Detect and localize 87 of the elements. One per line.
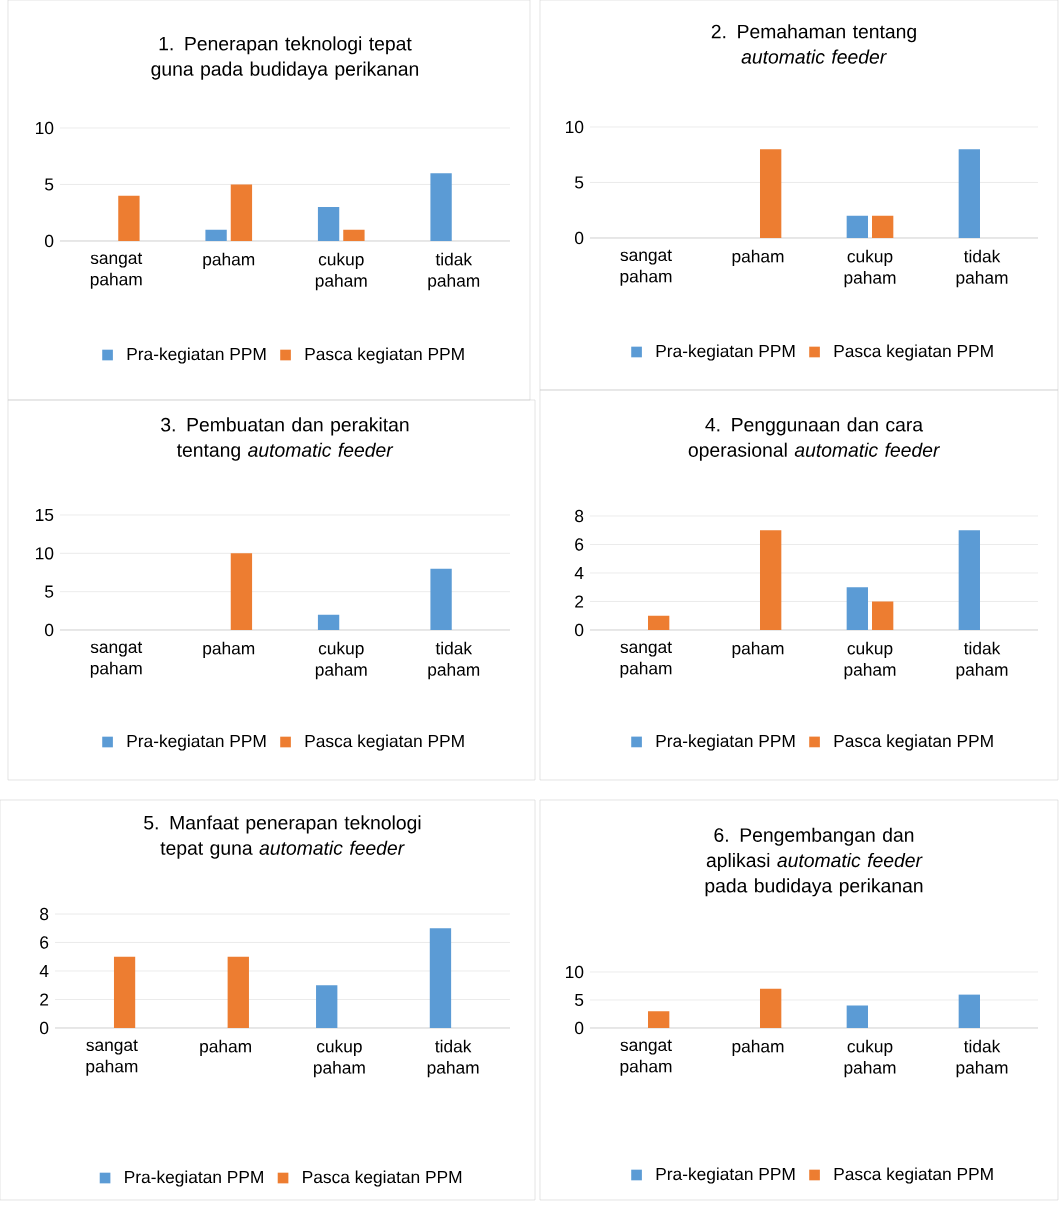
- x-tick-label: paham: [203, 641, 255, 658]
- y-tick-label: 5: [575, 176, 584, 189]
- y-tick-label: 0: [574, 623, 584, 637]
- y-tick-label: 8: [40, 907, 49, 921]
- y-tick-label: 10: [565, 120, 584, 134]
- x-tick-label: paham: [732, 1039, 784, 1056]
- bar: [230, 553, 253, 630]
- chart-title: 1. Penerapan teknologi tepat guna pada budidaya perikanan: [151, 36, 419, 80]
- bar: [230, 184, 253, 241]
- x-tick-label: sangat paham: [620, 641, 672, 678]
- y-tick-label: 0: [39, 1021, 49, 1035]
- x-tick-label: tidak paham: [428, 252, 480, 291]
- x-tick-label: sangat paham: [620, 1039, 672, 1076]
- chart-title: 5. Manfaat penerapan teknologi tepat guna automatic feeder: [144, 815, 421, 859]
- y-tick-label: 4: [574, 567, 584, 579]
- y-tick-label: 2: [40, 993, 49, 1006]
- bar: [846, 587, 868, 630]
- x-tick-label: sangat paham: [90, 641, 143, 678]
- bar: [429, 928, 452, 1028]
- y-tick-label: 0: [574, 231, 584, 245]
- bar: [872, 601, 894, 630]
- x-tick-label: cukup paham: [315, 641, 367, 680]
- legend-label: Pra-kegiatan PPM: [125, 1170, 263, 1187]
- x-tick-label: cukup paham: [844, 1039, 896, 1078]
- y-tick-label: 8: [575, 509, 584, 523]
- y-tick-label: 10: [35, 547, 54, 560]
- bar: [118, 195, 140, 241]
- x-tick-label: cukup paham: [844, 641, 896, 680]
- bar: [113, 956, 136, 1028]
- bar: [317, 614, 340, 630]
- legend-label: Pasca kegiatan PPM: [834, 344, 993, 361]
- bar: [760, 530, 782, 630]
- x-tick-label: tidak paham: [428, 641, 480, 680]
- x-tick-label: cukup paham: [844, 249, 896, 288]
- x-tick-label: paham: [732, 641, 784, 658]
- legend-label: Pra-kegiatan PPM: [127, 734, 266, 751]
- legend-label: Pra-kegiatan PPM: [127, 347, 266, 364]
- y-tick-label: 5: [575, 993, 584, 1007]
- y-tick-label: 0: [574, 1021, 584, 1035]
- x-tick-label: tidak paham: [427, 1039, 479, 1078]
- bar: [316, 985, 338, 1028]
- y-tick-label: 2: [575, 595, 584, 608]
- legend-label: Pasca kegiatan PPM: [305, 347, 464, 364]
- x-tick-label: cukup paham: [315, 252, 367, 291]
- bar: [648, 1011, 670, 1028]
- y-tick-label: 6: [40, 936, 49, 949]
- bar: [958, 530, 980, 630]
- legend-label: Pasca kegiatan PPM: [834, 734, 993, 751]
- chart-title: 2. Pemahaman tentang automatic feeder: [711, 24, 916, 64]
- bar: [760, 988, 782, 1028]
- legend-label: Pra-kegiatan PPM: [656, 344, 795, 361]
- legend-label: Pasca kegiatan PPM: [834, 1167, 993, 1184]
- x-tick-label: sangat paham: [620, 249, 672, 286]
- legend-label: Pasca kegiatan PPM: [303, 1170, 462, 1187]
- x-tick-label: cukup paham: [313, 1039, 365, 1078]
- chart-title: 3. Pembuatan dan perakitan tentang automatic feeder: [161, 417, 409, 461]
- y-tick-label: 5: [45, 178, 54, 191]
- x-tick-label: tidak paham: [956, 641, 1008, 680]
- legend-label: Pasca kegiatan PPM: [305, 734, 464, 751]
- bar: [430, 568, 452, 630]
- bar: [343, 229, 365, 241]
- y-tick-label: 0: [44, 234, 54, 248]
- bar: [205, 229, 227, 241]
- bar: [958, 994, 980, 1028]
- y-tick-label: 10: [565, 965, 584, 979]
- x-tick-label: sangat paham: [90, 252, 143, 289]
- bar: [430, 173, 452, 241]
- chart-title: 4. Penggunaan dan cara operasional automatic feeder: [688, 417, 941, 461]
- legend-label: Pra-kegiatan PPM: [656, 1167, 795, 1184]
- y-tick-label: 6: [575, 538, 584, 551]
- bar: [846, 1005, 868, 1028]
- x-tick-label: paham: [732, 249, 784, 266]
- bar: [648, 615, 670, 630]
- y-tick-label: 5: [45, 585, 54, 598]
- y-tick-label: 10: [35, 121, 54, 135]
- bar: [317, 207, 340, 241]
- bar: [227, 956, 249, 1028]
- y-tick-label: 4: [39, 965, 49, 977]
- x-tick-label: paham: [200, 1039, 251, 1056]
- y-tick-label: 15: [35, 508, 54, 522]
- x-tick-label: tidak paham: [956, 1039, 1008, 1078]
- legend-label: Pra-kegiatan PPM: [656, 734, 795, 751]
- x-tick-label: tidak paham: [956, 249, 1008, 288]
- y-tick-label: 0: [44, 623, 54, 637]
- x-tick-label: sangat paham: [86, 1039, 138, 1076]
- chart-title: 6. Pengembangan dan aplikasi automatic feeder pada budidaya perikanan: [705, 827, 923, 897]
- x-tick-label: paham: [203, 252, 255, 269]
